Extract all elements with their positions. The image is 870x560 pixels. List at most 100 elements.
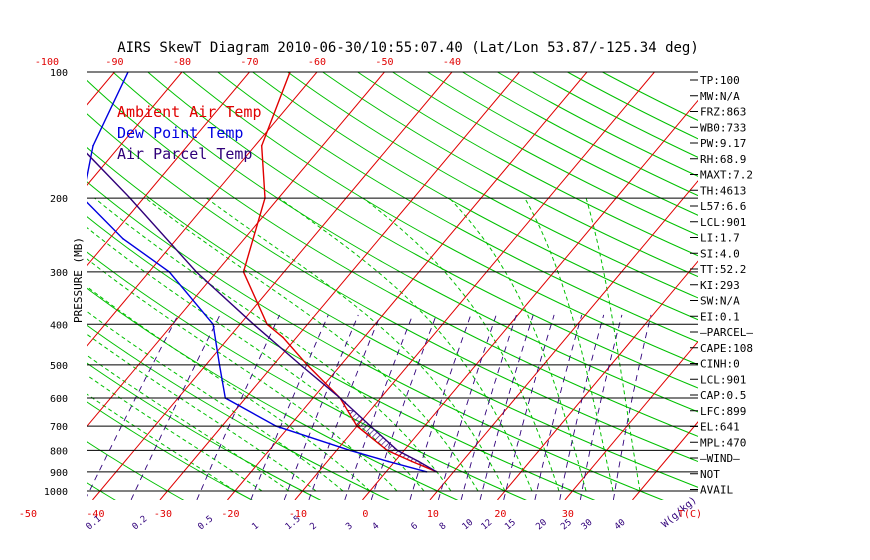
mixing-ratio-tick-label: 0.2: [131, 514, 150, 532]
dry-adiabat: [496, 72, 698, 177]
index-label: MPL:470: [700, 436, 746, 449]
dry-adiabat: [321, 72, 698, 278]
dry-adiabat: [87, 79, 698, 437]
dry-adiabat: [251, 72, 698, 321]
mixing-ratio-line: [437, 314, 497, 500]
top-temp-tick-label: -100: [35, 57, 59, 68]
series-point: [417, 460, 420, 463]
index-label: LFC:899: [700, 405, 746, 418]
isotherm: [227, 72, 588, 500]
mixing-ratio-line: [579, 314, 623, 500]
mixing-ratio-line: [344, 314, 414, 500]
index-label: SW:N/A: [700, 295, 740, 308]
series-point: [410, 460, 413, 463]
pressure-tick-label: 400: [50, 320, 68, 331]
dry-adiabat: [112, 72, 698, 413]
mixing-ratio-tick-label: 40: [613, 518, 628, 533]
top-temp-tick-label: -80: [173, 57, 191, 68]
legend-entry: Ambient Air Temp: [117, 103, 262, 121]
dry-adiabat: [356, 72, 698, 257]
dry-adiabat: [147, 72, 698, 389]
y-axis-label: PRESSURE (MB): [72, 237, 85, 323]
pressure-tick-label: 500: [50, 361, 68, 372]
index-label: PW:9.17: [700, 137, 746, 150]
pressure-tick-label: 600: [50, 394, 68, 405]
moist-adiabat: [585, 197, 641, 492]
series-point: [260, 145, 263, 147]
bottom-unit-label: T(C): [678, 509, 702, 520]
mixing-ratio-line: [460, 314, 517, 500]
mixing-ratio-tick-label: 6: [410, 521, 421, 532]
isotherm: [159, 72, 520, 500]
pressure-tick-label: 700: [50, 422, 68, 433]
mixing-ratio-line: [559, 314, 605, 500]
isotherm: [564, 340, 698, 500]
pressure-tick-label: 100: [50, 68, 68, 79]
mixing-ratio-tick-label: 12: [480, 518, 495, 533]
isotherm: [362, 99, 698, 500]
series-point: [92, 145, 94, 147]
index-label: FRZ:863: [700, 106, 746, 119]
isotherm: [87, 72, 183, 186]
moist-adiabat: [524, 197, 614, 492]
index-label: LI:1.7: [700, 232, 740, 245]
index-label: CINH:0: [700, 358, 740, 371]
dry-adiabat: [286, 72, 698, 299]
mixing-ratio-line: [370, 314, 437, 500]
bottom-temp-tick-label: 10: [427, 509, 439, 520]
mixing-ratio-line: [612, 314, 652, 500]
mixing-ratio-tick-label: 0.5: [196, 514, 215, 532]
index-label: KI:293: [700, 279, 740, 292]
index-label: LCL:901: [700, 373, 746, 386]
series-point: [282, 336, 284, 339]
pressure-tick-label: 900: [50, 468, 68, 479]
dry-adiabat: [426, 72, 698, 216]
mixing-ratio-line: [87, 314, 179, 497]
indices-panel: TP:100 MW:N/A FRZ:863 WB0:733 PW:9.17 RH:68.9…: [690, 74, 753, 497]
mixing-ratio-line: [130, 314, 221, 500]
pressure-tick-label: 300: [50, 268, 68, 279]
index-label: TP:100: [700, 74, 740, 87]
moist-adiabat: [448, 197, 587, 492]
moist-adiabat: [279, 197, 533, 492]
moist-adiabat: [87, 393, 236, 492]
mixing-ratio-line: [479, 314, 534, 500]
dry-adiabat: [87, 287, 459, 500]
moist-adiabat: [94, 197, 452, 492]
dry-adiabat: [391, 72, 698, 236]
isotherm: [87, 72, 385, 427]
bottom-temp-tick-label: 0: [362, 509, 368, 520]
dry-adiabat: [87, 147, 698, 488]
pressure-tick-label: 200: [50, 194, 68, 205]
index-label: —WIND—: [700, 452, 740, 465]
top-temp-tick-label: -70: [240, 57, 258, 68]
bottom-temp-tick-label: -50: [19, 509, 37, 520]
dry-adiabat: [87, 362, 322, 500]
bottom-temp-tick-label: -20: [221, 509, 239, 520]
isotherm: [92, 72, 453, 500]
index-label: AVAIL: [700, 484, 733, 497]
dry-adiabat: [461, 72, 698, 197]
isotherm: [429, 180, 698, 500]
isotherm: [87, 72, 250, 267]
index-label: CAPE:108: [700, 342, 753, 355]
mixing-ratio-tick-label: 10: [461, 518, 476, 533]
bottom-temp-tick-label: -30: [154, 509, 172, 520]
series-point: [82, 197, 84, 199]
dry-adiabat: [87, 181, 664, 500]
index-label: —PARCEL—: [700, 326, 753, 339]
index-label: EL:641: [700, 421, 740, 434]
moist-adiabat: [206, 197, 506, 492]
moist-adiabat: [87, 258, 398, 492]
series-line: [87, 72, 427, 473]
top-temp-tick-label: -60: [308, 57, 326, 68]
moist-adiabat: [87, 354, 290, 492]
legend-entry: Air Parcel Temp: [117, 145, 252, 163]
dry-adiabat: [216, 72, 698, 343]
bottom-temp-tick-label: 30: [562, 509, 574, 520]
isotherm: [632, 421, 698, 500]
index-label: EI:0.1: [700, 310, 740, 323]
isotherm: [0, 72, 47, 500]
mixing-ratio-line: [308, 314, 381, 500]
